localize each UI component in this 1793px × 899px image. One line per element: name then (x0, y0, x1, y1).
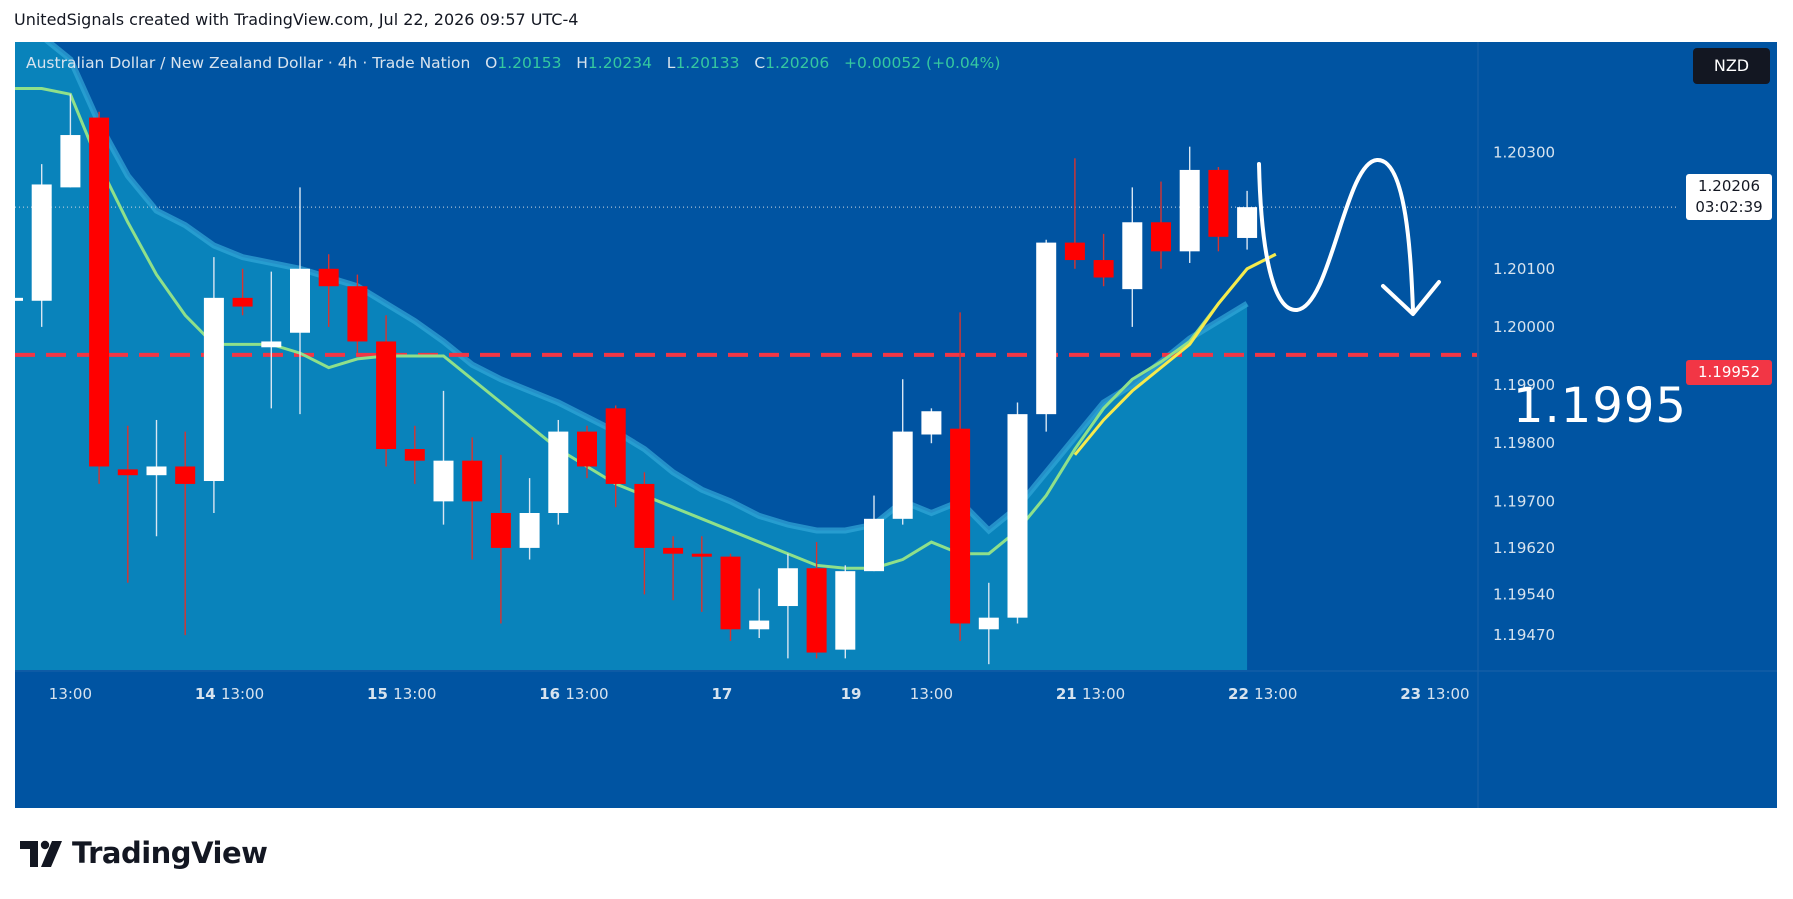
candle-body (462, 460, 483, 502)
band-fill (15, 42, 1248, 670)
candle-body (663, 547, 684, 554)
y-tick-label: 1.19470 (1493, 626, 1555, 644)
x-tick-label: 13:00 (221, 685, 264, 703)
candle-body (60, 135, 81, 188)
candle-body (548, 431, 569, 513)
candle-body (31, 184, 52, 301)
x-tick-label: 13:00 (49, 685, 92, 703)
x-tick-label: 13:00 (1254, 685, 1297, 703)
candle-body (519, 513, 540, 548)
candle-body (1036, 242, 1057, 415)
candle-body (864, 518, 884, 572)
close-label: C (754, 54, 766, 72)
x-tick-label: 17 (711, 685, 732, 703)
candle-body (835, 571, 856, 650)
candle-body (634, 483, 655, 548)
candle-body (777, 568, 798, 607)
candle-body (1237, 207, 1258, 238)
candle-body (691, 553, 712, 557)
x-tick-label: 19 (841, 685, 862, 703)
candle-body (1064, 242, 1085, 261)
change-value: +0.00052 (+0.04%) (844, 54, 1001, 72)
x-tick-label: 13:00 (393, 685, 436, 703)
x-tick-label: 13:00 (910, 685, 953, 703)
candle-body (749, 620, 770, 630)
y-tick-label: 1.19700 (1493, 492, 1555, 510)
candle-body (1151, 222, 1171, 252)
y-tick-label: 1.19900 (1493, 376, 1555, 394)
candle-body (433, 460, 454, 502)
candle-body (978, 617, 999, 630)
x-tick-label: 15 (367, 685, 388, 703)
candle-body (806, 568, 827, 653)
fast-ma-line (1073, 252, 1277, 456)
candle-body (577, 431, 597, 467)
open-label: O (485, 54, 498, 72)
candle-body (290, 268, 310, 333)
x-tick-label: 21 (1056, 685, 1077, 703)
y-tick-label: 1.20300 (1493, 143, 1555, 161)
chart-area[interactable]: 1.20300 1.20100 1.20000 1.19900 1.19800 1.197… (15, 42, 1777, 808)
candle-body (146, 466, 167, 476)
candle-body (117, 469, 138, 476)
candle-body (892, 431, 913, 519)
candle-body (376, 341, 397, 450)
candle-body (261, 341, 282, 348)
bar-countdown: 03:02:39 (1695, 198, 1763, 216)
down-arrow-icon (1381, 280, 1441, 316)
low-value: 1.20133 (675, 54, 740, 72)
x-tick-label: 14 (195, 685, 216, 703)
candle-body (318, 268, 339, 287)
x-tick-label: 13:00 (1082, 685, 1125, 703)
candle-body (921, 411, 942, 435)
y-tick-label: 1.20100 (1493, 260, 1555, 278)
candle-body (15, 297, 23, 301)
band-upper-edge (44, 42, 1249, 535)
x-tick-label: 13:00 (565, 685, 608, 703)
y-tick-label: 1.19800 (1493, 434, 1555, 452)
candle-body (1093, 260, 1114, 278)
candle-body (1179, 169, 1200, 252)
level-price-tag: 1.19952 (1686, 360, 1772, 385)
last-price-value: 1.20206 (1697, 177, 1761, 195)
low-label: L (666, 54, 676, 72)
candle-body (1208, 169, 1229, 237)
tradingview-brand: TradingView (72, 836, 268, 870)
candle-body (720, 556, 741, 630)
tradingview-logo-icon (20, 840, 62, 867)
x-tick-label: 23 (1400, 685, 1421, 703)
y-tick-label: 1.19620 (1493, 539, 1555, 557)
symbol-legend: Australian Dollar / New Zealand Dollar ·… (26, 54, 1000, 72)
candle-body (1007, 414, 1028, 618)
high-value: 1.20234 (587, 54, 653, 72)
x-tick-label: 13:00 (1426, 685, 1469, 703)
open-value: 1.20153 (497, 54, 562, 72)
candle-body (1122, 222, 1143, 290)
target-level-annotation: 1.1995 (1513, 378, 1687, 434)
candle-body (347, 286, 368, 342)
candle-body (490, 513, 511, 548)
x-tick-label: 22 (1228, 685, 1249, 703)
candle-body (404, 449, 425, 461)
close-value: 1.20206 (765, 54, 830, 72)
last-price-tag: 1.20206 03:02:39 (1686, 174, 1772, 220)
x-tick-label: 16 (539, 685, 560, 703)
candle-body (232, 297, 253, 307)
candle-body (203, 297, 224, 482)
y-tick-label: 1.19540 (1493, 585, 1555, 603)
currency-badge[interactable]: NZD (1693, 48, 1770, 84)
price-chart[interactable]: 1.20300 1.20100 1.20000 1.19900 1.19800 1.197… (15, 42, 1777, 808)
curve-path-icon (1257, 157, 1415, 312)
candle-body (89, 117, 110, 467)
y-tick-label: 1.20000 (1493, 318, 1555, 336)
candle-body (605, 408, 626, 484)
symbol-title: Australian Dollar / New Zealand Dollar ·… (26, 54, 471, 72)
chart-credit: UnitedSignals created with TradingView.c… (14, 10, 579, 29)
high-label: H (576, 54, 588, 72)
candle-body (950, 428, 971, 624)
candle-body (175, 466, 196, 484)
